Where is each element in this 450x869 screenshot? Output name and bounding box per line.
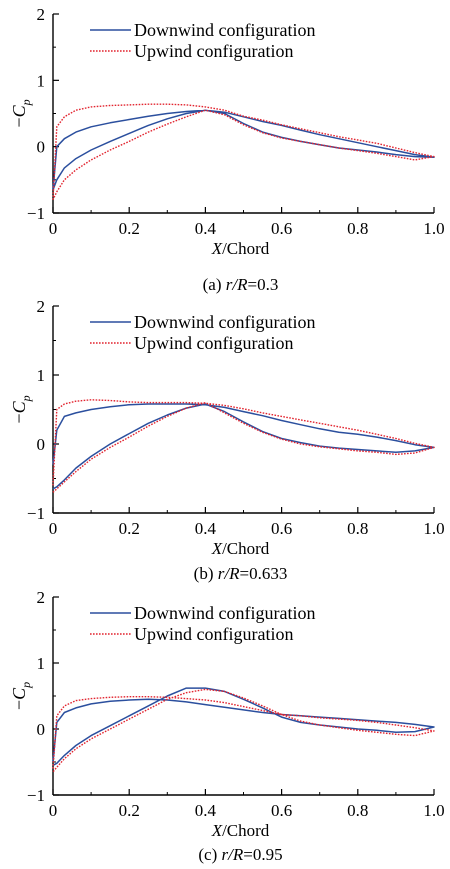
y-tick-label: −1 (27, 504, 45, 523)
y-tick-label: 1 (37, 654, 46, 673)
panel-caption-prefix: (b) (194, 564, 218, 583)
y-tick-label: 0 (37, 435, 46, 454)
x-tick-label: 0.4 (195, 219, 217, 238)
legend-label-downwind: Downwind configuration (134, 312, 315, 332)
y-axis-label: −Cp (9, 99, 33, 127)
x-tick-label: 0.8 (347, 219, 368, 238)
x-tick-label: 1.0 (423, 219, 444, 238)
panel-caption-var: r/R (222, 845, 244, 864)
panel-caption: (c) r/R=0.95 (198, 845, 282, 864)
legend-label-upwind: Upwind configuration (134, 624, 293, 644)
y-axis-label-sub: p (19, 395, 33, 402)
panel-caption-var: r/R (226, 275, 248, 294)
y-axis-label: −Cp (9, 682, 33, 710)
y-tick-label: 2 (37, 588, 46, 607)
series-line-downwind (52, 403, 435, 490)
x-tick-label: 0.2 (119, 219, 140, 238)
panel-caption-value: =0.633 (239, 564, 287, 583)
x-tick-label: 1.0 (423, 801, 444, 820)
legend-label-upwind: Upwind configuration (134, 41, 293, 61)
x-axis-label-var: X (211, 239, 223, 258)
x-tick-label: 0.4 (195, 519, 217, 538)
legend-label-downwind: Downwind configuration (134, 603, 315, 623)
series-line-upwind (52, 103, 435, 201)
panel-caption: (a) r/R=0.3 (203, 275, 279, 294)
legend-label-upwind: Upwind configuration (134, 333, 293, 353)
x-axis-label-var: X (211, 539, 223, 558)
panel-caption-prefix: (a) (203, 275, 226, 294)
y-axis-label-minus: − (9, 117, 29, 127)
x-tick-label: 0.8 (347, 519, 368, 538)
x-axis-label-unit: /Chord (222, 539, 270, 558)
x-tick-label: 0 (49, 519, 58, 538)
x-tick-label: 0.6 (271, 519, 292, 538)
x-tick-label: 0.6 (271, 801, 292, 820)
y-tick-label: 1 (37, 71, 46, 90)
y-tick-label: 0 (37, 138, 46, 157)
y-axis-label-minus: − (9, 700, 29, 710)
series-line-upwind (52, 688, 435, 773)
y-tick-label: −1 (27, 786, 45, 805)
x-tick-label: 0 (49, 801, 58, 820)
y-tick-label: 1 (37, 366, 46, 385)
y-axis-label: −Cp (9, 395, 33, 423)
series-line-downwind (52, 687, 435, 766)
panel-caption-prefix: (c) (198, 845, 221, 864)
x-tick-label: 0.2 (119, 519, 140, 538)
y-axis-label-main: C (9, 104, 29, 117)
y-axis-label-main: C (9, 687, 29, 700)
panel-caption-value: =0.95 (243, 845, 282, 864)
x-axis-label-var: X (211, 821, 223, 840)
x-tick-label: 1.0 (423, 519, 444, 538)
y-tick-label: 2 (37, 5, 46, 24)
panel-caption-var: r/R (218, 564, 240, 583)
x-axis-label: X/Chord (211, 539, 270, 558)
panel-caption-value: =0.3 (248, 275, 279, 294)
x-axis-label-unit: /Chord (222, 821, 270, 840)
series-line-upwind (52, 399, 435, 493)
y-axis-label-sub: p (19, 682, 33, 689)
x-tick-label: 0.6 (271, 219, 292, 238)
x-tick-label: 0.2 (119, 801, 140, 820)
x-axis-label-unit: /Chord (222, 239, 270, 258)
y-tick-label: 0 (37, 720, 46, 739)
x-tick-label: 0.4 (195, 801, 217, 820)
y-axis-label-sub: p (19, 99, 33, 106)
y-axis-label-minus: − (9, 413, 29, 423)
x-axis-label: X/Chord (211, 239, 270, 258)
y-tick-label: −1 (27, 204, 45, 223)
x-tick-label: 0 (49, 219, 58, 238)
y-axis-label-main: C (9, 400, 29, 413)
panel-caption: (b) r/R=0.633 (194, 564, 288, 583)
legend-label-downwind: Downwind configuration (134, 20, 315, 40)
y-tick-label: 2 (37, 297, 46, 316)
x-axis-label: X/Chord (211, 821, 270, 840)
x-tick-label: 0.8 (347, 801, 368, 820)
